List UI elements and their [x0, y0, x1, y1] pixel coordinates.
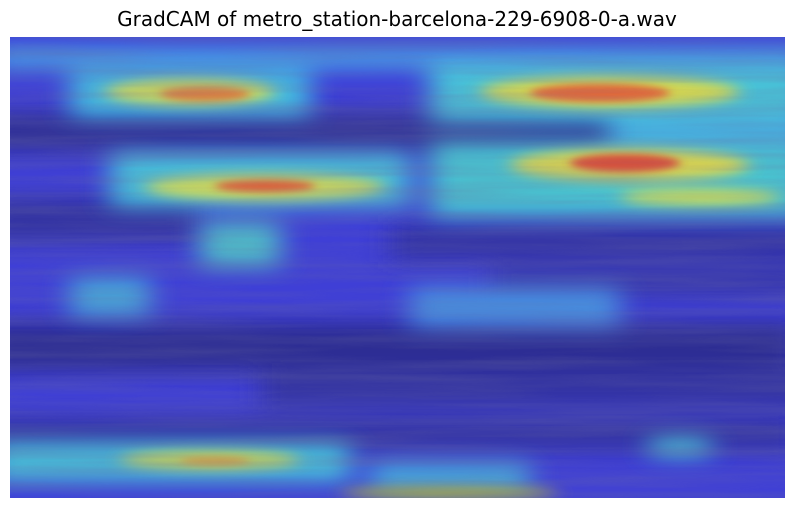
gradcam-heatmap-image — [10, 37, 785, 498]
figure-title: GradCAM of metro_station-barcelona-229-6… — [117, 7, 677, 31]
